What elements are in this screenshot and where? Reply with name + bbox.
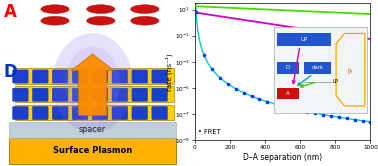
FancyBboxPatch shape (15, 68, 174, 84)
FancyBboxPatch shape (112, 106, 128, 120)
FancyBboxPatch shape (72, 106, 88, 120)
FancyBboxPatch shape (92, 70, 108, 83)
FancyBboxPatch shape (33, 88, 48, 101)
Ellipse shape (87, 16, 115, 25)
FancyBboxPatch shape (33, 70, 48, 83)
FancyBboxPatch shape (132, 88, 148, 101)
Text: dark: dark (311, 66, 324, 71)
FancyBboxPatch shape (277, 62, 299, 74)
FancyBboxPatch shape (12, 106, 28, 120)
FancyBboxPatch shape (12, 88, 28, 101)
FancyBboxPatch shape (12, 70, 28, 83)
Ellipse shape (41, 16, 69, 25)
FancyBboxPatch shape (15, 105, 174, 120)
Ellipse shape (41, 5, 69, 13)
Text: A: A (286, 91, 290, 96)
Text: A: A (4, 3, 17, 21)
FancyBboxPatch shape (132, 70, 148, 83)
FancyBboxPatch shape (72, 88, 88, 101)
X-axis label: D–A separation (nm): D–A separation (nm) (243, 153, 322, 162)
FancyBboxPatch shape (52, 88, 68, 101)
Ellipse shape (131, 16, 159, 25)
Text: spacer: spacer (79, 125, 106, 134)
Text: LP: LP (332, 79, 338, 84)
FancyBboxPatch shape (304, 62, 332, 74)
FancyBboxPatch shape (152, 70, 167, 83)
Text: Surface Plasmon: Surface Plasmon (53, 146, 132, 155)
Text: D: D (4, 63, 17, 81)
FancyBboxPatch shape (152, 106, 167, 120)
Ellipse shape (65, 46, 120, 120)
Text: UP: UP (301, 37, 308, 42)
FancyBboxPatch shape (112, 88, 128, 101)
FancyBboxPatch shape (92, 106, 108, 120)
FancyBboxPatch shape (152, 88, 167, 101)
FancyBboxPatch shape (52, 106, 68, 120)
FancyBboxPatch shape (9, 138, 176, 164)
Text: • FRET: • FRET (198, 129, 221, 135)
FancyBboxPatch shape (112, 70, 128, 83)
Ellipse shape (52, 33, 133, 133)
FancyBboxPatch shape (92, 88, 108, 101)
FancyBboxPatch shape (132, 106, 148, 120)
Text: D: D (286, 66, 290, 71)
FancyBboxPatch shape (33, 106, 48, 120)
Ellipse shape (131, 5, 159, 13)
FancyBboxPatch shape (72, 70, 88, 83)
FancyBboxPatch shape (277, 88, 299, 99)
Text: SP: SP (349, 66, 354, 73)
FancyBboxPatch shape (15, 86, 174, 102)
FancyBboxPatch shape (277, 34, 332, 45)
FancyBboxPatch shape (9, 122, 176, 138)
FancyArrow shape (71, 54, 114, 115)
FancyBboxPatch shape (52, 70, 68, 83)
Ellipse shape (87, 5, 115, 13)
Y-axis label: rate (ns⁻¹): rate (ns⁻¹) (166, 53, 173, 91)
